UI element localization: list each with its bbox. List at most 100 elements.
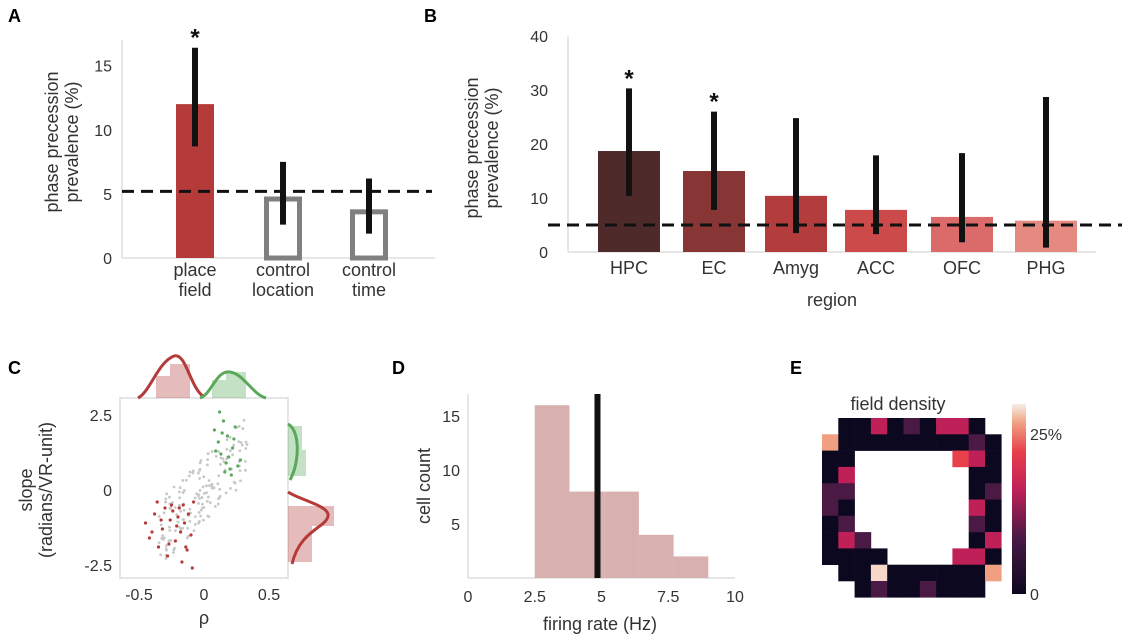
panel-c-point [198,468,201,472]
panel-c-point [216,502,220,506]
panel-c-point [225,434,229,438]
panel-c-point [150,530,154,534]
panel-c-point [244,447,248,450]
panel-e-cell [822,499,839,517]
panel-d-bar [534,405,570,578]
panel-e-cell [968,581,986,598]
panel-e-cell [838,515,855,533]
panel-c-marginal-bar [226,372,246,398]
panel-e-cell [854,564,872,582]
panel-c-point [218,494,222,498]
panel-c-point [171,501,174,504]
panel-c-point [178,496,182,500]
panel-e-cell [985,499,1002,517]
panel-d-ylabel: cell count [414,448,434,524]
panel-e-cell [870,548,888,565]
panel-c-point [172,548,176,552]
panel-c-point [181,479,185,482]
panel-a-xtick: control [342,260,396,280]
panel-c-point [210,450,214,453]
panel-c-point [169,503,174,507]
panel-a-ytick: 10 [94,123,112,140]
panel-d-xtick: 10 [726,589,744,606]
panel-b-xtick: EC [701,258,726,278]
panel-c-point [197,521,201,524]
panel-c-point [198,488,202,492]
panel-c-point [186,526,190,530]
panel-c-point [171,509,175,513]
panel-e-cell [838,483,855,500]
panel-c-point [225,438,229,441]
panel-letter-d: D [392,358,405,378]
panel-c-point [172,551,175,554]
panel-c-point [182,508,186,512]
panel-c-point [157,515,161,518]
panel-c-point [187,534,190,538]
panel-c-point [221,419,226,423]
panel-c-point [201,506,205,510]
panel-c-point [232,437,236,441]
panel-d-xtick: 2.5 [524,589,546,606]
panel-e-cell [968,434,986,451]
panel-e-cell [854,581,872,598]
panel-c-point [193,522,197,526]
panel-c-point [147,536,151,540]
panel-c-marginal-bar [288,506,334,526]
panel-c-point [231,446,235,450]
panel-e-cell [887,581,904,598]
panel-c-point [161,534,165,538]
panel-c-point [189,533,193,537]
panel-c-point [174,529,177,532]
panel-c-point [168,518,172,522]
panel-c-point [220,431,224,435]
panel-c-point [227,455,231,459]
panel-c-point [238,469,242,472]
panel-a-xtick: place [173,260,216,280]
colorbar [1012,404,1026,594]
panel-c-point [164,497,168,501]
panel-e-cell [968,548,986,565]
panel-c-point [188,519,192,523]
panel-c-point [201,502,204,506]
panel-e-cell [903,434,921,451]
panel-c-point [202,518,205,522]
panel-c-point [199,508,203,512]
panel-d-chart: cell count firing rate (Hz) 5 10 15 0 2.5 5 7.… [414,394,744,634]
panel-c-point [224,491,228,495]
panel-c-point [157,541,161,545]
panel-c-point [205,484,208,488]
panel-e-cell [887,564,904,582]
panel-c-point [167,542,171,546]
panel-e-cell [968,515,986,533]
panel-a-ytick: 0 [103,251,112,268]
panel-c-xlabel: ρ [199,608,209,628]
panel-e-cell [919,434,937,451]
panel-c-point [161,537,165,541]
panel-c-point [175,513,179,517]
panel-c-point [178,490,181,494]
panel-a-xtick: time [352,280,386,300]
panel-c-point [239,441,243,444]
panel-c-point [172,485,176,489]
panel-c-point [232,443,236,447]
panel-e-cell [985,515,1002,533]
panel-c-ylabel-2: (radians/VR-unit) [36,422,56,558]
panel-e-cell [822,483,839,500]
panel-c-point [178,486,182,490]
panel-c-point [212,486,216,490]
panel-e-cell [936,434,953,451]
colorbar-bottom-label: 0 [1030,587,1039,604]
panel-c-point [207,479,211,482]
panel-c-point [205,499,209,503]
panel-c-point [198,461,202,465]
panel-c-point [159,553,163,557]
panel-c-point [199,459,203,462]
panel-e-cell [838,418,855,435]
panel-c-point [228,467,232,471]
panel-c-point [164,500,167,504]
panel-c-point [192,500,196,504]
panel-e-cell [968,418,986,435]
panel-c-marginals [137,354,334,565]
panel-e-cell [838,499,855,517]
panel-c-point [206,458,210,462]
